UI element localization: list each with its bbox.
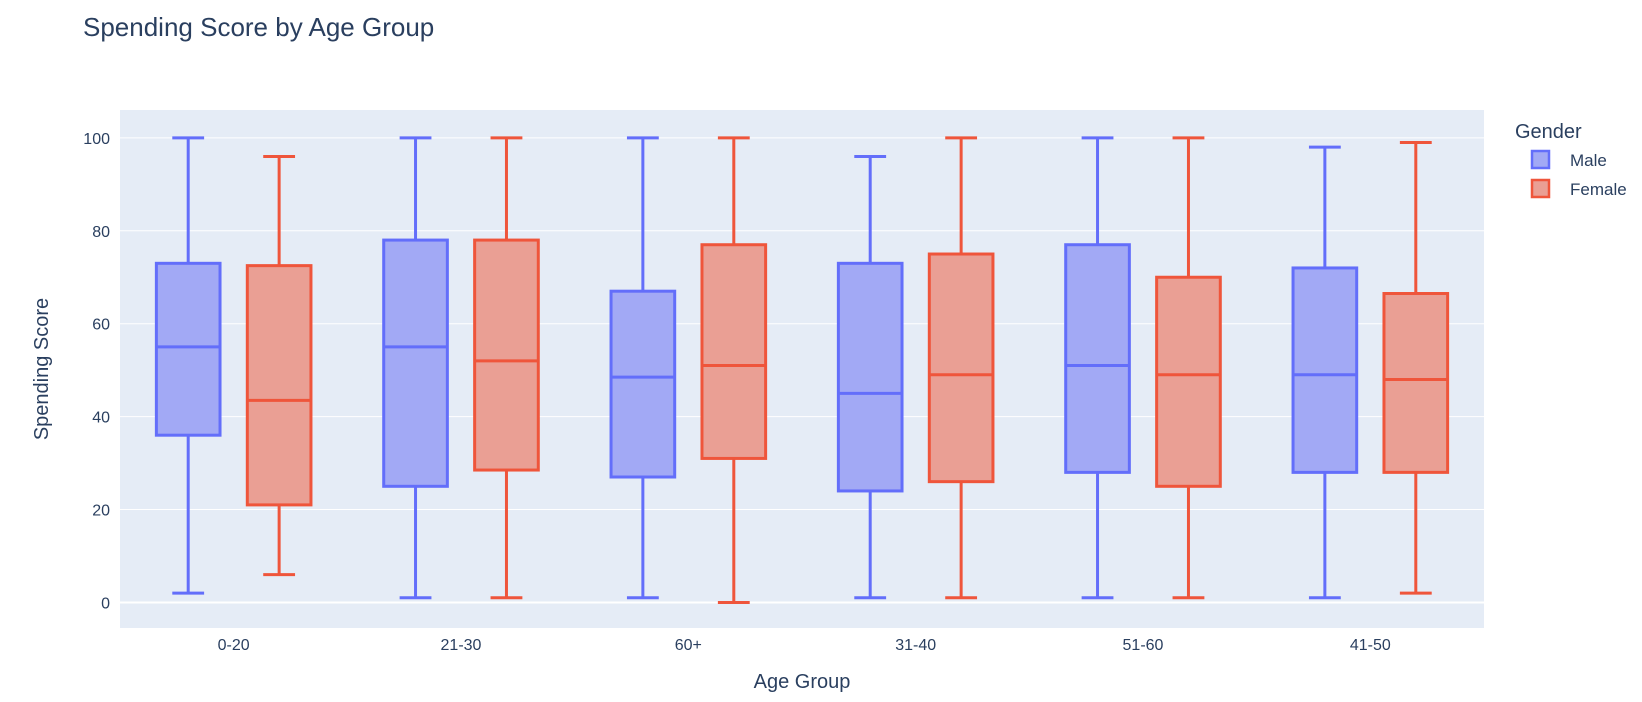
y-tick-label: 100: [83, 131, 110, 148]
chart-title: Spending Score by Age Group: [83, 12, 434, 42]
box-female-60+: [700, 136, 768, 604]
legend-title: Gender: [1515, 121, 1582, 143]
legend-label: Male: [1570, 151, 1607, 170]
x-tick-label: 60+: [675, 637, 702, 654]
iqr-box: [609, 289, 677, 479]
x-tick-label: 51-60: [1123, 637, 1164, 654]
series-male: [154, 136, 1359, 600]
legend: Gender Male Female: [1515, 121, 1627, 199]
y-tick-labels: 0 20 40 60 80 100: [83, 131, 110, 613]
y-tick-label: 0: [101, 595, 110, 612]
y-axis-title: Spending Score: [31, 298, 53, 440]
box-female-31-40: [927, 136, 995, 600]
x-tick-label: 0-20: [218, 637, 250, 654]
gridlines: [120, 137, 1484, 604]
legend-swatch: [1530, 149, 1551, 170]
x-tick-label: 41-50: [1350, 637, 1391, 654]
iqr-box: [927, 252, 995, 484]
iqr-box: [1064, 243, 1131, 474]
iqr-box: [1382, 292, 1450, 474]
x-tick-label: 21-30: [441, 637, 482, 654]
box-female-51-60: [1155, 136, 1222, 600]
y-tick-label: 60: [92, 317, 110, 334]
iqr-box: [1291, 266, 1359, 474]
iqr-box: [700, 243, 768, 460]
y-tick-label: 20: [92, 503, 110, 520]
box-male-0-20: [154, 136, 222, 595]
box-male-21-30: [382, 136, 449, 600]
iqr-box: [1155, 275, 1222, 488]
iqr-box: [154, 261, 222, 437]
iqr-box: [473, 238, 540, 472]
iqr-box: [245, 264, 313, 507]
y-tick-label: 80: [92, 224, 110, 241]
box-female-41-50: [1382, 141, 1450, 595]
x-tick-labels: 0-20 21-30 60+ 31-40 51-60 41-50: [218, 637, 1391, 654]
box-female-21-30: [473, 136, 540, 600]
x-tick-label: 31-40: [895, 637, 936, 654]
box-female-0-20: [245, 154, 313, 577]
box-male-51-60: [1064, 136, 1131, 600]
box-male-60+: [609, 136, 677, 600]
iqr-box: [382, 238, 449, 488]
box-male-41-50: [1291, 145, 1359, 600]
y-tick-label: 40: [92, 410, 110, 427]
box-male-31-40: [836, 154, 904, 600]
box-series: [154, 136, 1450, 604]
legend-label: Female: [1570, 180, 1627, 199]
x-axis-title: Age Group: [754, 671, 851, 693]
legend-item-male: Male: [1530, 149, 1607, 170]
iqr-box: [836, 261, 904, 493]
legend-item-female: Female: [1530, 178, 1627, 199]
plot-area: [120, 110, 1484, 628]
legend-swatch: [1530, 178, 1551, 199]
series-female: [245, 136, 1450, 604]
